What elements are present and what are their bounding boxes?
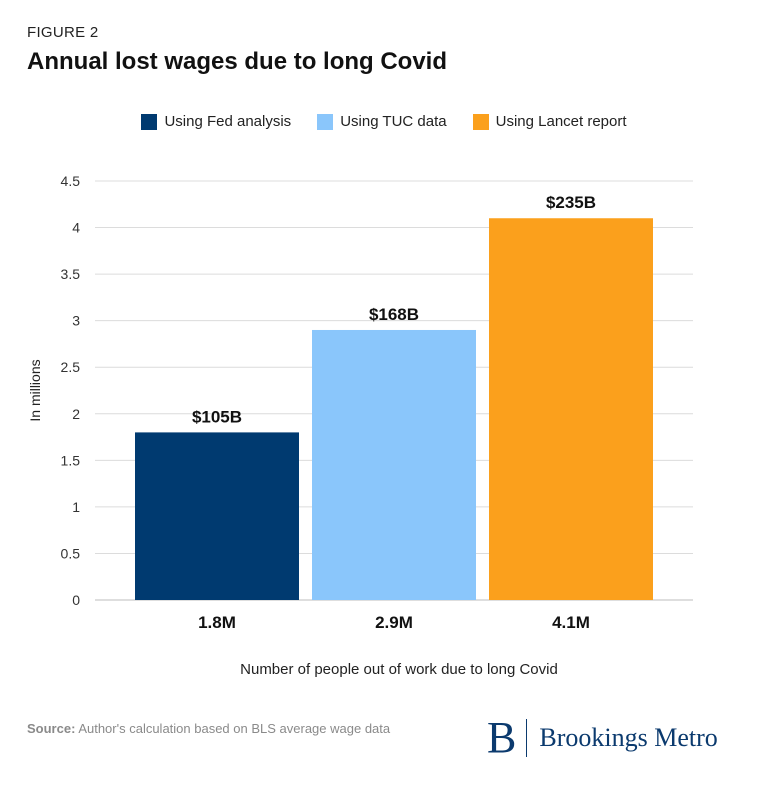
bar-chart: 0 0.5 1 1.5 2 2.5 3 3.5 4 4.5 $105B 1.8M $168B 2.9M $2…: [27, 173, 693, 678]
brand-mark: B: [487, 713, 517, 762]
x-tick-label: 2.9M: [375, 613, 413, 632]
x-axis-title: Number of people out of work due to long…: [240, 661, 558, 678]
x-tick-label: 4.1M: [552, 613, 590, 632]
y-tick-label: 4.5: [61, 173, 81, 189]
y-tick-label: 1.5: [61, 452, 81, 468]
legend-swatch-tuc: [317, 113, 334, 130]
legend-item-tuc: Using TUC data: [317, 113, 447, 130]
brand-divider: [526, 719, 528, 757]
figure-label: FIGURE 2: [27, 24, 99, 41]
bar: [135, 432, 299, 600]
legend-label-fed: Using Fed analysis: [164, 113, 292, 130]
y-tick-label: 2: [72, 406, 80, 422]
legend-swatch-fed: [141, 113, 158, 130]
y-axis-title: In millions: [27, 359, 43, 421]
bar: [489, 218, 653, 600]
bar-data-label: $235B: [546, 193, 596, 212]
legend-item-lancet: Using Lancet report: [472, 113, 627, 130]
brand-logo: B Brookings Metro: [487, 716, 718, 760]
legend-swatch-lancet: [472, 113, 489, 130]
bar-data-label: $168B: [369, 305, 419, 324]
y-tick-label: 4: [72, 220, 80, 236]
bar-data-label: $105B: [192, 407, 242, 426]
source-label: Source:: [27, 721, 76, 736]
y-tick-label: 2.5: [61, 359, 81, 375]
legend-label-tuc: Using TUC data: [340, 113, 447, 130]
y-tick-label: 0.5: [61, 545, 81, 561]
legend-item-fed: Using Fed analysis: [141, 113, 291, 130]
y-tick-label: 3.5: [61, 266, 81, 282]
y-tick-label: 0: [72, 592, 80, 608]
legend-label-lancet: Using Lancet report: [495, 113, 627, 130]
chart-title: Annual lost wages due to long Covid: [27, 48, 448, 75]
source-note: Source: Author's calculation based on BL…: [27, 721, 390, 736]
chart-legend: Using Fed analysis Using TUC data Using …: [0, 113, 768, 130]
bar: [312, 329, 476, 600]
y-tick-label: 1: [72, 499, 80, 515]
source-text: Author's calculation based on BLS averag…: [78, 721, 391, 736]
x-tick-label: 1.8M: [198, 613, 236, 632]
brand-name: Brookings Metro: [539, 723, 718, 752]
y-tick-label: 3: [72, 313, 80, 329]
